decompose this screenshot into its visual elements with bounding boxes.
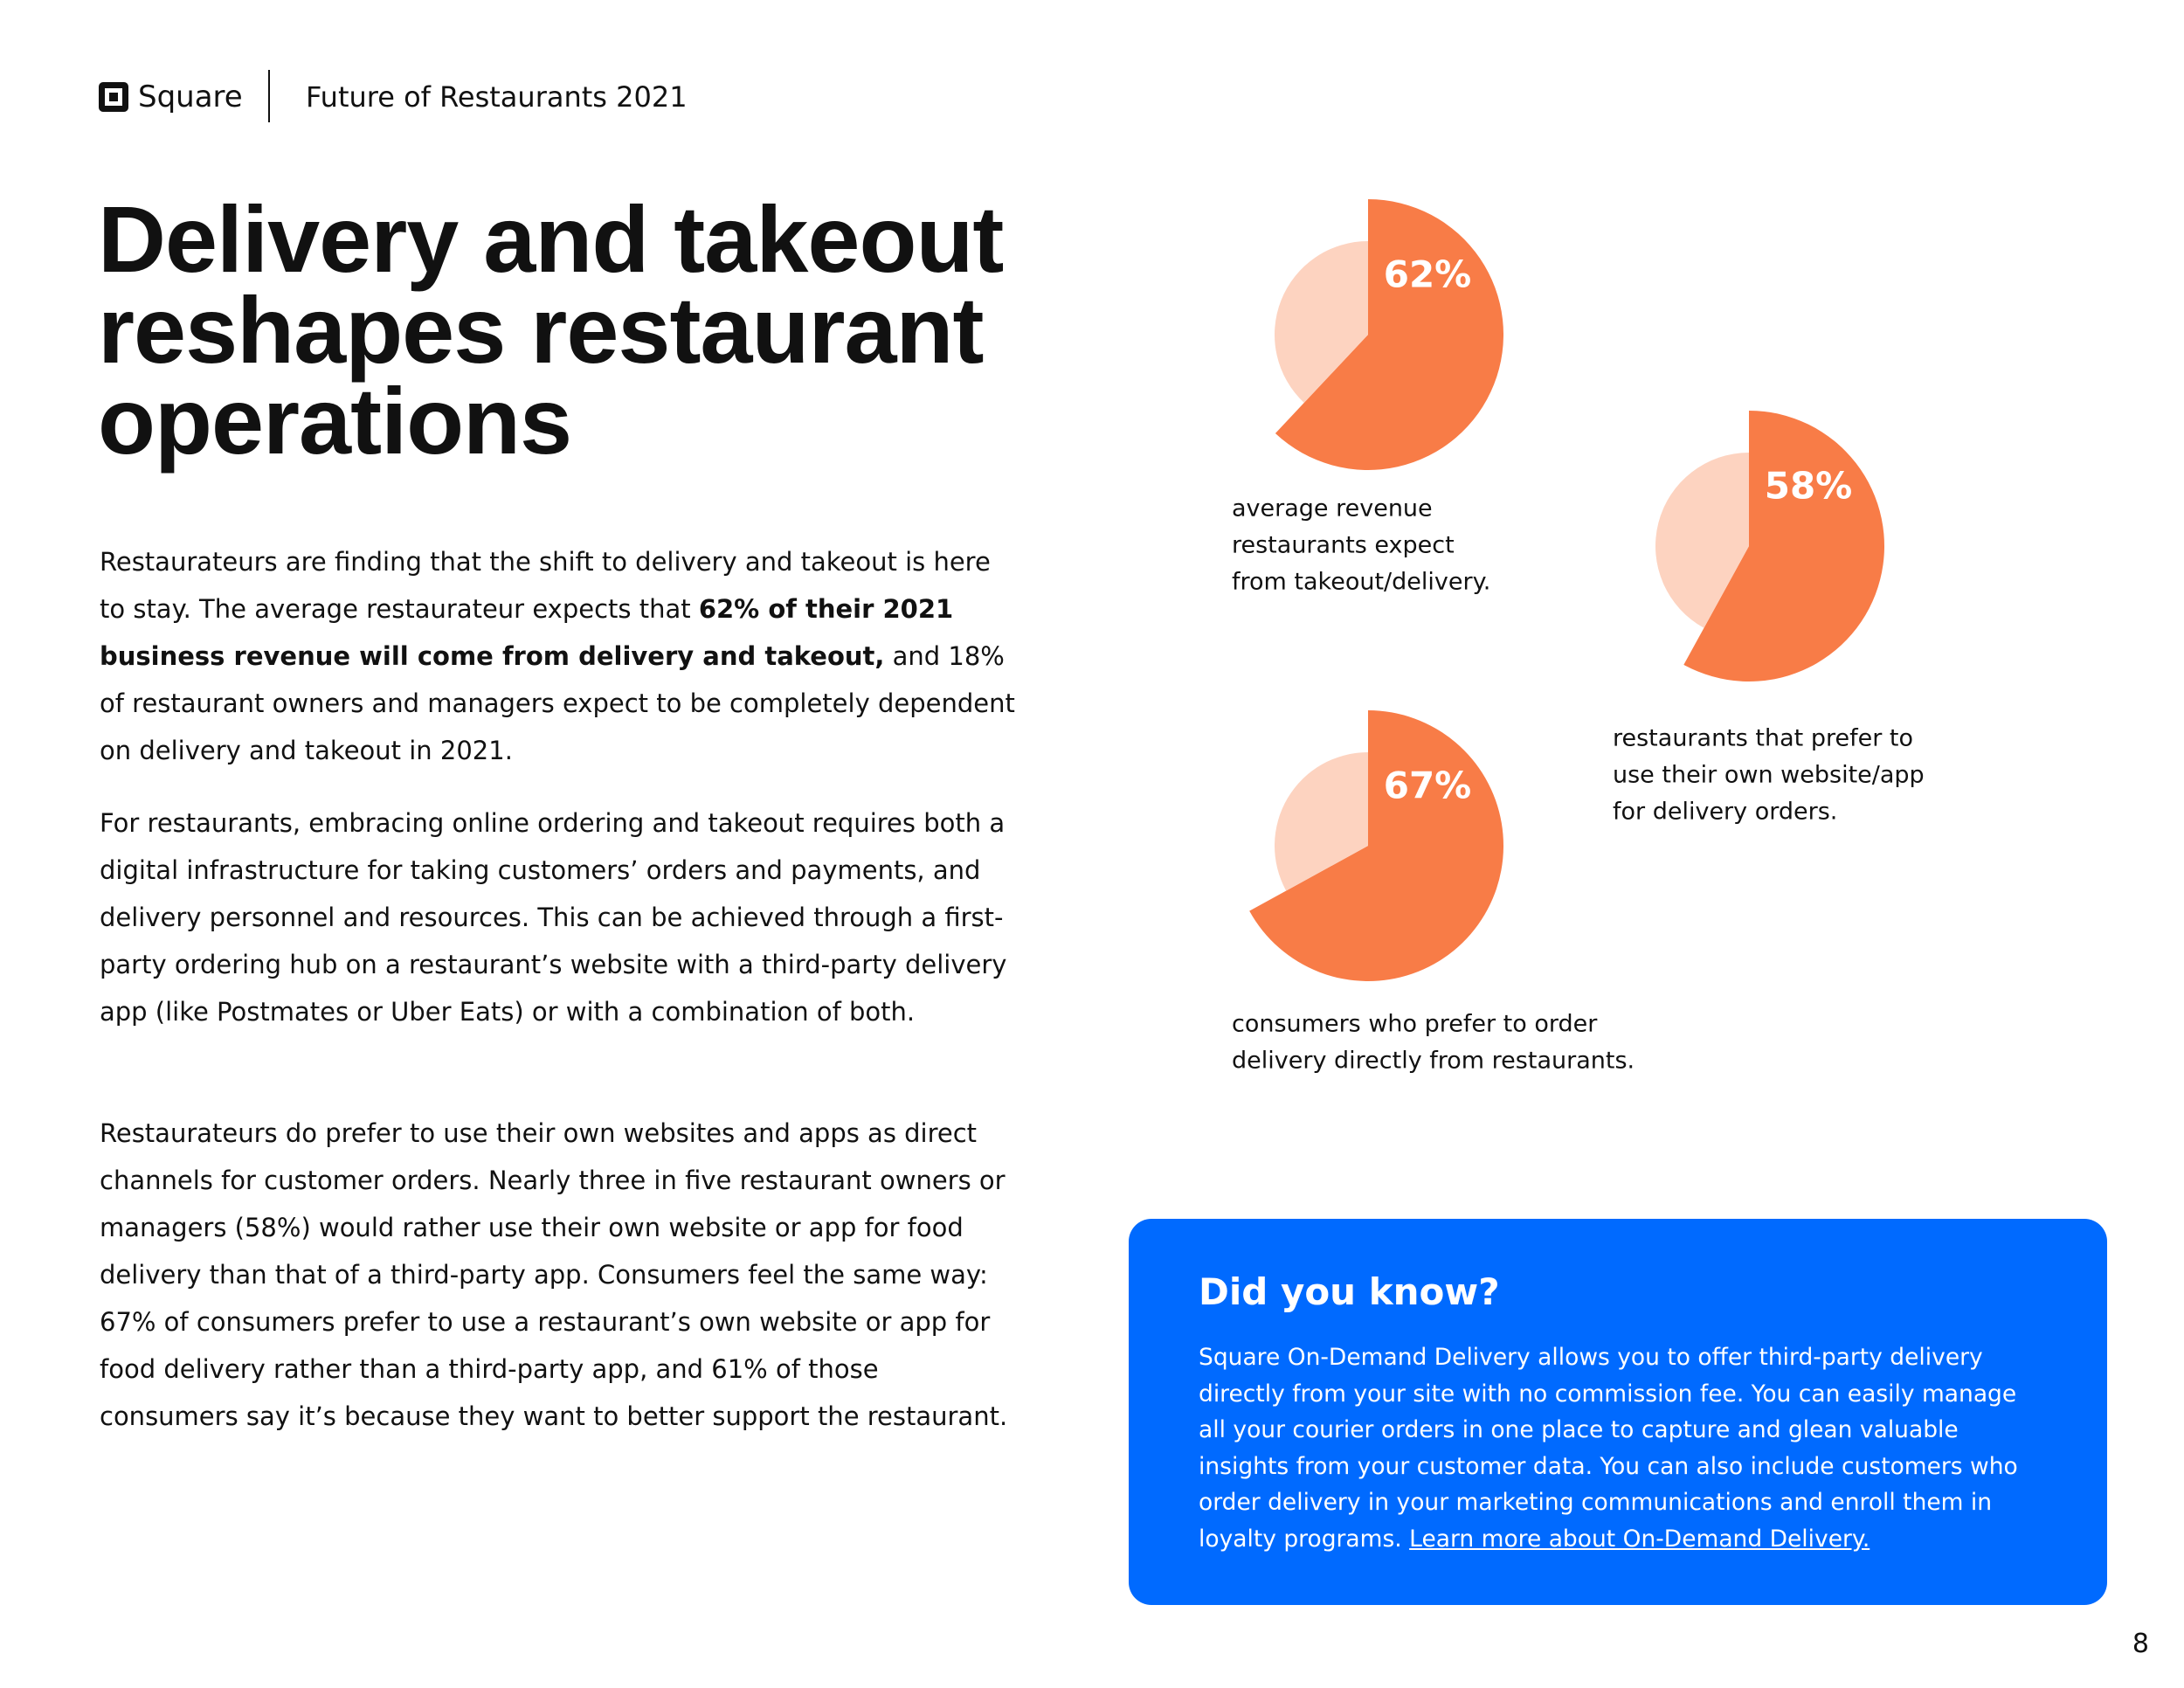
pie-caption: consumers who prefer to order xyxy=(1232,1011,1598,1038)
callout-body: Square On-Demand Delivery allows you to … xyxy=(1199,1344,2018,1553)
callout-link[interactable]: Learn more about On-Demand Delivery. xyxy=(1409,1525,1870,1553)
paragraph: Restaurateurs do prefer to use their own… xyxy=(100,1110,1017,1440)
page-number: 8 xyxy=(2132,1629,2149,1659)
main-title: Delivery and takeout reshapes restaurant o… xyxy=(98,186,1004,474)
pie-slice xyxy=(1683,411,1884,681)
callout-heading: Did you know? xyxy=(1199,1270,1500,1313)
paragraph: Restaurateurs are finding that the shift… xyxy=(100,538,1017,774)
divider xyxy=(268,70,270,122)
callout-box xyxy=(1129,1219,2107,1605)
pie-slice xyxy=(1274,241,1368,403)
pie-slice xyxy=(1275,752,1368,891)
callout-text: Square On-Demand Delivery allows you to … xyxy=(1199,1339,2037,1557)
pie-caption: delivery directly from restaurants. xyxy=(1232,1048,1635,1075)
value-label: 67% xyxy=(1384,764,1472,807)
text-run: For restaurants, embracing online orderi… xyxy=(100,808,1007,1027)
pie-caption: average revenue xyxy=(1232,495,1433,522)
pie-slice xyxy=(1655,453,1749,628)
text-run: and 18% of restaurant owners and manager… xyxy=(100,641,1015,765)
pie-slice xyxy=(1249,710,1503,981)
text-run: Restaurateurs do prefer to use their own… xyxy=(100,1118,1008,1431)
value-label: 58% xyxy=(1765,465,1853,508)
pie-caption: restaurants that prefer to xyxy=(1613,725,1913,752)
title-line: Delivery and takeout xyxy=(98,186,1004,292)
logo xyxy=(99,82,128,112)
logo-dot xyxy=(109,93,118,101)
pie-caption: for delivery orders. xyxy=(1613,799,1837,826)
doc-title: Future of Restaurants 2021 xyxy=(306,80,688,114)
pie-caption: use their own website/app xyxy=(1613,762,1925,789)
title-line: operations xyxy=(98,368,572,474)
brand: Square xyxy=(138,80,243,114)
text-run: 62% of their 2021 business revenue will … xyxy=(100,594,954,671)
text-run: Restaurateurs are finding that the shift… xyxy=(100,547,991,624)
title-line: reshapes restaurant xyxy=(98,277,985,383)
paragraph: For restaurants, embracing online orderi… xyxy=(100,799,1017,1035)
pie-caption: restaurants expect xyxy=(1232,532,1455,559)
pie-slice xyxy=(1275,199,1503,470)
value-label: 62% xyxy=(1384,253,1472,296)
pie-caption: from takeout/delivery. xyxy=(1232,569,1490,596)
